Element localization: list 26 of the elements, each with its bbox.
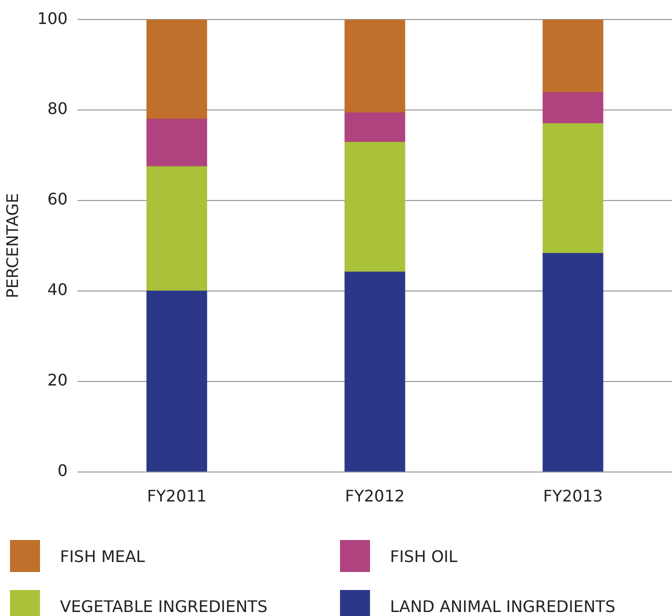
y-tick-label: 100 <box>37 8 68 28</box>
bar <box>542 253 604 472</box>
y-axis-title: PERCENTAGE <box>2 193 22 298</box>
bar <box>542 92 604 124</box>
y-tick-label: 20 <box>47 370 68 390</box>
y-tick-label: 0 <box>58 460 68 480</box>
legend-label: FISH MEAL <box>60 546 145 566</box>
legend-label: FISH OIL <box>390 546 458 566</box>
bar <box>146 290 208 472</box>
bar <box>344 272 406 472</box>
y-tick-label: 60 <box>47 190 68 209</box>
x-tick-label: FY2012 <box>345 486 405 506</box>
bar <box>146 166 208 292</box>
bar <box>344 112 406 142</box>
bar <box>344 20 406 114</box>
y-tick-label: 80 <box>47 99 68 118</box>
bar <box>146 118 208 167</box>
bar <box>542 123 604 254</box>
bar <box>344 142 406 272</box>
x-tick-label: FY2013 <box>543 486 603 506</box>
x-tick-label: FY2011 <box>146 486 207 506</box>
legend-label: VEGETABLE INGREDIENTS <box>60 596 268 616</box>
bar <box>542 20 604 93</box>
bar <box>146 20 208 120</box>
legend-label: LAND ANIMAL INGREDIENTS <box>390 596 616 616</box>
y-tick-label: 40 <box>47 280 68 300</box>
